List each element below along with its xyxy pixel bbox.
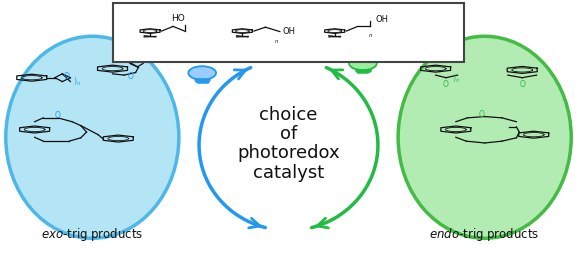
Ellipse shape <box>398 36 571 238</box>
Text: O: O <box>128 72 134 81</box>
Text: O: O <box>519 80 525 89</box>
Ellipse shape <box>188 66 216 80</box>
Text: O: O <box>479 110 485 119</box>
Text: choice: choice <box>259 106 318 124</box>
Text: $\it{exo}$-trig products: $\it{exo}$-trig products <box>41 226 144 243</box>
Text: )$_n$: )$_n$ <box>452 73 460 85</box>
Ellipse shape <box>6 36 179 238</box>
Ellipse shape <box>349 57 377 70</box>
Text: $\it{endo}$-trig products: $\it{endo}$-trig products <box>429 226 540 243</box>
Text: HO: HO <box>171 14 185 23</box>
Text: OH: OH <box>283 27 296 35</box>
Text: OH: OH <box>375 15 388 24</box>
Text: $_n$: $_n$ <box>275 37 279 46</box>
Text: )$_n$: )$_n$ <box>73 75 81 88</box>
Text: O: O <box>63 72 69 81</box>
Text: O: O <box>55 111 61 120</box>
Text: photoredox: photoredox <box>237 145 340 162</box>
Text: O: O <box>443 80 449 89</box>
FancyBboxPatch shape <box>113 3 464 62</box>
Text: $_n$: $_n$ <box>368 31 373 40</box>
Text: of: of <box>280 125 297 143</box>
Text: catalyst: catalyst <box>253 164 324 182</box>
